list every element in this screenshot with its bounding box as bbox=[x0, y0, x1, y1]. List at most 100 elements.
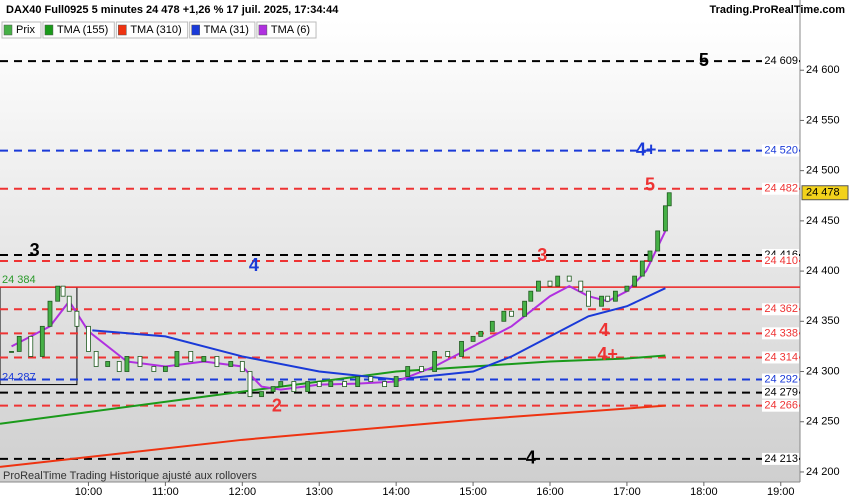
candle bbox=[60, 285, 66, 297]
candle bbox=[522, 300, 528, 317]
legend-label: Prix bbox=[16, 24, 35, 36]
x-tick-label: 12:00 bbox=[229, 486, 257, 498]
indicator-line bbox=[0, 404, 666, 468]
x-tick-label: 11:00 bbox=[152, 486, 179, 498]
candle bbox=[528, 290, 534, 302]
level-label-bg bbox=[762, 255, 799, 268]
y-tick-label: 24 300 bbox=[806, 365, 840, 377]
candle bbox=[28, 335, 34, 357]
candle bbox=[137, 356, 143, 367]
level-label-bg bbox=[762, 373, 799, 386]
candle bbox=[74, 310, 80, 327]
header-site: Trading.ProRealTime.com bbox=[709, 4, 845, 16]
candle bbox=[445, 351, 451, 357]
legend-label: TMA (6) bbox=[271, 24, 310, 36]
legend-frame bbox=[115, 21, 189, 39]
level-label-bg bbox=[762, 303, 799, 316]
annotation: 2 bbox=[272, 395, 282, 415]
annotation: 3 bbox=[30, 240, 40, 260]
candle bbox=[174, 351, 180, 367]
candle bbox=[93, 351, 99, 367]
candle bbox=[39, 325, 45, 357]
indicator-line bbox=[92, 287, 666, 381]
legend-frame bbox=[256, 21, 317, 39]
candle bbox=[382, 381, 388, 387]
candle bbox=[201, 356, 207, 362]
legend-swatch bbox=[44, 24, 54, 36]
y-tick-label: 24 400 bbox=[806, 265, 840, 277]
header-title: DAX40 Full0925 5 minutes 24 478 +1,26 % … bbox=[6, 4, 339, 16]
candle bbox=[459, 340, 464, 357]
level-label-bg bbox=[762, 386, 799, 399]
candle bbox=[578, 280, 584, 292]
annotation: 4 bbox=[599, 320, 609, 340]
y-tick-label: 24 250 bbox=[806, 416, 840, 428]
y-tick-label: 24 350 bbox=[806, 315, 840, 327]
x-tick-label: 14:00 bbox=[382, 486, 410, 498]
legend-frame bbox=[1, 21, 42, 39]
candle bbox=[47, 300, 53, 327]
candle bbox=[368, 376, 374, 382]
candle bbox=[662, 205, 668, 232]
annotation: 4 bbox=[249, 255, 259, 275]
candle bbox=[228, 361, 234, 367]
level-label: 24 213 bbox=[764, 453, 798, 465]
box-label: 24 287 bbox=[2, 371, 36, 383]
legend-label: TMA (31) bbox=[204, 24, 249, 36]
candle bbox=[116, 361, 122, 372]
candle bbox=[632, 275, 638, 287]
candle bbox=[55, 285, 61, 302]
x-tick-label: 19:00 bbox=[767, 486, 795, 498]
legend-swatch bbox=[191, 24, 200, 36]
level-label-bg bbox=[762, 55, 799, 68]
level-label-bg bbox=[762, 452, 799, 465]
level-label: 24 482 bbox=[764, 183, 798, 195]
candle bbox=[66, 295, 72, 312]
candle bbox=[247, 371, 253, 398]
level-label: 24 609 bbox=[764, 55, 798, 67]
legend-swatch bbox=[258, 24, 268, 36]
legend-label: TMA (310) bbox=[130, 24, 181, 36]
annotation: 5 bbox=[645, 174, 655, 194]
y-tick-label: 24 450 bbox=[806, 215, 840, 227]
level-label: 24 292 bbox=[764, 373, 798, 385]
x-tick-label: 17:00 bbox=[613, 486, 641, 498]
candle bbox=[124, 356, 130, 372]
candle bbox=[470, 335, 476, 342]
annotation: 5 bbox=[699, 50, 709, 70]
y-tick-label: 24 500 bbox=[806, 165, 840, 177]
plot-area bbox=[0, 20, 800, 482]
legend-swatch bbox=[3, 24, 13, 36]
candle bbox=[655, 230, 661, 252]
legend-frame bbox=[189, 21, 256, 39]
last-price-badge bbox=[801, 185, 849, 201]
level-label-bg bbox=[762, 327, 799, 340]
legend-label: TMA (155) bbox=[57, 24, 108, 36]
candle bbox=[432, 351, 438, 372]
candle bbox=[647, 250, 653, 262]
x-tick-label: 18:00 bbox=[690, 486, 718, 498]
candle bbox=[342, 381, 348, 387]
legend-swatch bbox=[118, 24, 127, 36]
candle bbox=[151, 366, 157, 372]
candle bbox=[239, 361, 245, 372]
candle bbox=[666, 192, 672, 207]
candle bbox=[612, 290, 618, 302]
level-label: 24 338 bbox=[764, 327, 798, 339]
candle bbox=[270, 386, 276, 393]
x-tick-label: 10:00 bbox=[75, 486, 103, 498]
indicator-line bbox=[0, 354, 666, 425]
x-tick-label: 15:00 bbox=[459, 486, 487, 498]
level-label-bg bbox=[762, 182, 799, 195]
candle bbox=[162, 366, 168, 372]
y-tick-label: 24 200 bbox=[806, 466, 840, 478]
candle bbox=[355, 376, 361, 387]
box-label: 24 384 bbox=[2, 274, 36, 286]
candle bbox=[547, 280, 553, 287]
candle bbox=[509, 310, 514, 317]
annotation: 4+ bbox=[636, 139, 657, 159]
candle bbox=[501, 310, 507, 322]
candle bbox=[291, 381, 297, 393]
candle bbox=[405, 366, 411, 377]
candle bbox=[489, 320, 495, 332]
